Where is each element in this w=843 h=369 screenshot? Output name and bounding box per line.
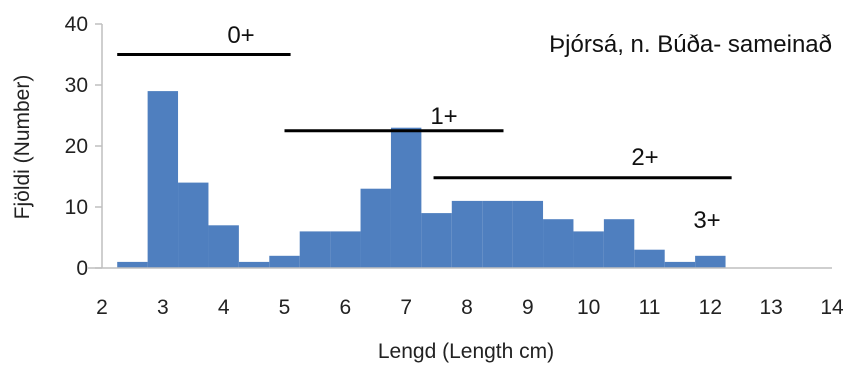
histogram-bar-18 — [664, 261, 696, 268]
histogram-bar-10 — [421, 213, 452, 268]
x-tick-label-13: 13 — [759, 296, 782, 319]
histogram-bar-17 — [634, 249, 665, 268]
histogram-bar-3 — [208, 225, 239, 268]
histogram-bar-12 — [482, 200, 513, 268]
histogram-bar-15 — [573, 231, 604, 268]
histogram-bar-8 — [360, 188, 391, 268]
bars-layer — [117, 91, 726, 268]
axes-layer: 0 10 20 30 40 2 3 4 5 6 7 8 9 10 11 12 13 14 — [65, 13, 843, 319]
x-tick-label-7: 7 — [400, 296, 412, 319]
x-tick-label-6: 6 — [339, 296, 351, 319]
age-label-0: 0+ — [227, 22, 254, 49]
age-brackets-layer: 0+ 1+ 2+ 3+ — [117, 22, 732, 234]
age-label-1: 1+ — [430, 103, 457, 130]
histogram-bar-11 — [451, 200, 483, 268]
histogram-bar-9 — [390, 127, 422, 268]
x-tick-label-3: 3 — [157, 296, 169, 319]
x-tick-label-12: 12 — [699, 296, 722, 319]
y-axis-title: Fjöldi (Number) — [11, 75, 34, 220]
age-label-2: 2+ — [631, 144, 658, 171]
histogram-bar-7 — [330, 231, 361, 268]
y-tick-label-30: 30 — [65, 74, 88, 97]
histogram-bar-13 — [512, 200, 544, 268]
histogram-bar-1 — [147, 91, 179, 268]
x-tick-label-9: 9 — [522, 296, 534, 319]
y-tick-label-20: 20 — [65, 135, 88, 158]
histogram-bar-19 — [695, 255, 726, 268]
x-axis-title: Lengd (Length cm) — [378, 340, 554, 363]
histogram-bar-4 — [238, 261, 270, 268]
x-tick-label-14: 14 — [820, 296, 843, 319]
histogram-bar-6 — [299, 231, 331, 268]
x-tick-label-8: 8 — [461, 296, 473, 319]
histogram-bar-2 — [178, 182, 209, 268]
histogram-bar-14 — [543, 219, 574, 268]
age-label-3: 3+ — [693, 207, 720, 234]
y-tick-label-40: 40 — [65, 13, 88, 36]
chart-title: Þjórsá, n. Búða- sameinað — [549, 31, 832, 58]
x-tick-label-11: 11 — [639, 296, 661, 319]
x-tick-label-4: 4 — [218, 296, 230, 319]
y-tick-label-0: 0 — [76, 257, 88, 280]
x-tick-label-10: 10 — [577, 296, 600, 319]
x-tick-label-5: 5 — [279, 296, 291, 319]
histogram-bar-16 — [603, 219, 635, 268]
y-tick-label-10: 10 — [65, 196, 88, 219]
histogram-bar-0 — [117, 261, 148, 268]
x-tick-label-2: 2 — [96, 296, 108, 319]
histogram-bar-5 — [269, 255, 300, 268]
